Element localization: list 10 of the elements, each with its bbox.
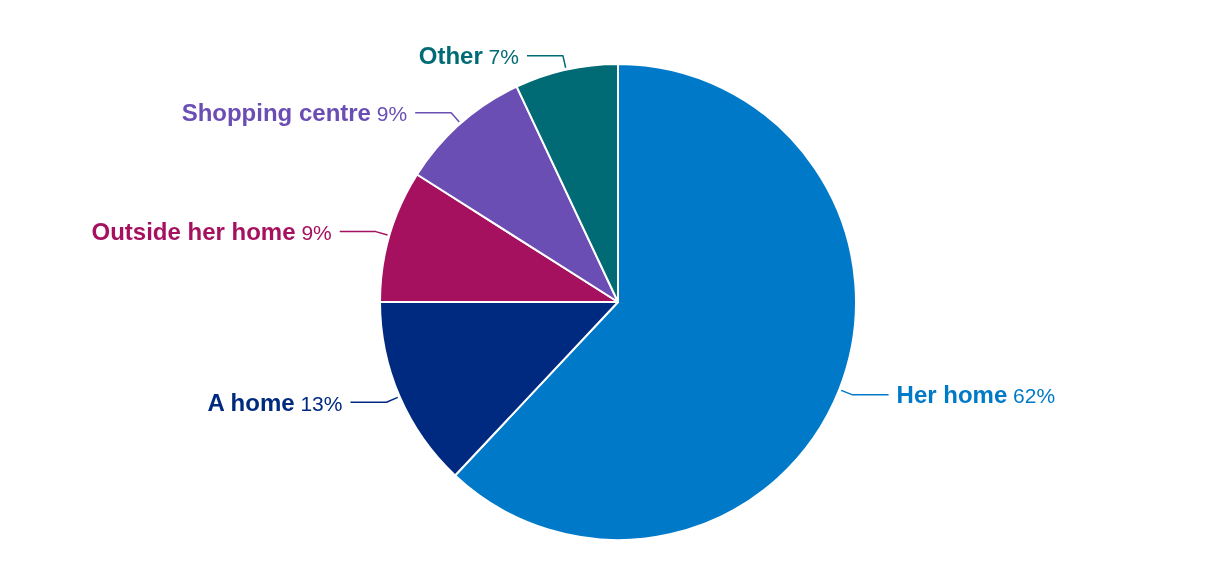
data-label: 62% xyxy=(1007,384,1056,408)
slice-label: Outside her home xyxy=(91,218,296,246)
slice-label: Other xyxy=(418,42,483,70)
data-label: 13% xyxy=(294,391,343,415)
slice-label: Her home xyxy=(896,381,1008,409)
slice-label: Shopping centre xyxy=(181,99,371,127)
data-label: 7% xyxy=(482,45,519,69)
slice-label: A home xyxy=(207,388,295,416)
data-label: 9% xyxy=(295,221,332,245)
data-label: 9% xyxy=(370,102,408,126)
